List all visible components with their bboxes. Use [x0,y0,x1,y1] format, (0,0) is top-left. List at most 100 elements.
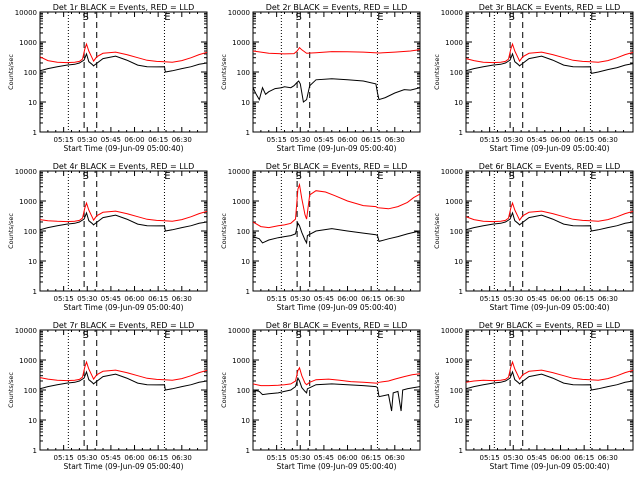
x-tick-label: 05:15 [267,136,287,144]
x-tick-label: 05:45 [314,295,334,303]
start-marker-label: S [509,171,515,182]
plot-frame [39,329,208,451]
x-tick-label: 05:45 [101,454,121,462]
detector-panel-3: Det 3r BLACK = Events, RED = LLD 1 10 100 10… [433,3,634,153]
end-marker-label: E [164,12,170,23]
panel-title: Det 2r BLACK = Events, RED = LLD [266,3,408,12]
y-tick-label: 10 [241,417,250,425]
x-tick-label: 06:15 [148,136,168,144]
detector-panel-5: Det 5r BLACK = Events, RED = LLD 1 10 100 10… [220,162,421,312]
x-tick-label: 06:00 [337,295,357,303]
x-tick-label: 06:00 [337,136,357,144]
x-tick-label: 05:30 [77,454,97,462]
y-tick-label: 10 [454,258,463,266]
x-tick-label: 05:45 [101,295,121,303]
x-tick-label: 06:15 [361,136,381,144]
start-marker-label: S [509,12,515,23]
end-marker-label: E [590,171,596,182]
y-tick-label: 10000 [228,9,250,17]
y-axis-label: Counts/sec [7,213,15,249]
plot-frame [252,11,421,133]
y-tick-label: 10 [454,99,463,107]
y-axis-label: Counts/sec [7,372,15,408]
series-lld-line [253,366,420,387]
x-tick-label: 06:30 [172,295,192,303]
plot-frame [465,329,634,451]
series-lld-line [40,360,207,382]
series-lld-line [466,42,633,64]
y-tick-label: 1 [459,447,463,455]
x-tick-label: 06:30 [385,295,405,303]
x-axis-label: Start Time (09-Jun-09 05:00:40) [277,462,397,471]
x-axis-label: Start Time (09-Jun-09 05:00:40) [64,462,184,471]
y-tick-label: 1 [459,129,463,137]
y-tick-label: 1000 [445,198,463,206]
detector-panel-7: Det 7r BLACK = Events, RED = LLD 1 10 100 10… [7,321,208,471]
x-tick-label: 05:30 [503,454,523,462]
series-lld-line [253,46,420,55]
x-tick-label: 06:15 [361,295,381,303]
y-tick-label: 1000 [445,39,463,47]
y-axis-label: Counts/sec [220,54,228,90]
start-marker-label: S [296,330,302,341]
x-tick-label: 06:30 [172,454,192,462]
x-tick-label: 06:00 [550,136,570,144]
x-tick-label: 06:15 [148,454,168,462]
x-tick-label: 06:15 [574,136,594,144]
end-marker-label: E [377,330,383,341]
x-tick-label: 05:45 [527,136,547,144]
plot-frame [252,170,421,292]
panel-title: Det 3r BLACK = Events, RED = LLD [479,3,621,12]
y-tick-label: 10 [28,99,37,107]
end-marker-label: E [377,171,383,182]
series-lld-line [466,201,633,223]
panel-title: Det 4r BLACK = Events, RED = LLD [53,162,195,171]
x-tick-label: 05:30 [503,136,523,144]
start-marker-label: S [296,171,302,182]
panel-title: Det 5r BLACK = Events, RED = LLD [266,162,408,171]
panel-title: Det 8r BLACK = Events, RED = LLD [266,321,408,330]
detector-panel-6: Det 6r BLACK = Events, RED = LLD 1 10 100 10… [433,162,634,312]
y-tick-label: 100 [237,228,250,236]
detector-panel-4: Det 4r BLACK = Events, RED = LLD 1 10 100 10… [7,162,208,312]
x-tick-label: 06:00 [124,295,144,303]
x-tick-label: 06:15 [361,454,381,462]
x-tick-label: 05:15 [54,136,74,144]
plot-frame [465,11,634,133]
x-tick-label: 06:00 [337,454,357,462]
y-tick-label: 1 [246,288,250,296]
y-tick-label: 10000 [15,9,37,17]
panel-title: Det 1r BLACK = Events, RED = LLD [53,3,195,12]
y-tick-label: 10000 [441,327,463,335]
detector-panel-1: Det 1r BLACK = Events, RED = LLD 1 10 100 10… [7,3,208,153]
y-tick-label: 10000 [441,168,463,176]
y-tick-label: 10 [28,258,37,266]
end-marker-label: E [164,171,170,182]
x-tick-label: 05:45 [314,454,334,462]
series-events-line [466,370,633,391]
x-tick-label: 06:15 [574,454,594,462]
y-tick-label: 10 [241,258,250,266]
x-tick-label: 05:15 [54,454,74,462]
x-tick-label: 06:00 [124,454,144,462]
x-tick-label: 06:30 [172,136,192,144]
x-tick-label: 05:15 [54,295,74,303]
y-tick-label: 10 [241,99,250,107]
x-tick-label: 06:00 [550,295,570,303]
x-tick-label: 05:30 [290,295,310,303]
y-tick-label: 1000 [19,39,37,47]
y-tick-label: 10000 [228,168,250,176]
y-tick-label: 10000 [441,9,463,17]
start-marker-label: S [83,12,89,23]
panel-title: Det 6r BLACK = Events, RED = LLD [479,162,621,171]
x-axis-label: Start Time (09-Jun-09 05:00:40) [277,144,397,153]
series-lld-line [40,201,207,223]
x-tick-label: 06:15 [574,295,594,303]
start-marker-label: S [509,330,515,341]
y-tick-label: 100 [450,69,463,77]
y-axis-label: Counts/sec [433,213,441,249]
y-axis-label: Counts/sec [220,213,228,249]
y-tick-label: 1 [33,288,37,296]
x-axis-label: Start Time (09-Jun-09 05:00:40) [490,462,610,471]
end-marker-label: E [590,330,596,341]
